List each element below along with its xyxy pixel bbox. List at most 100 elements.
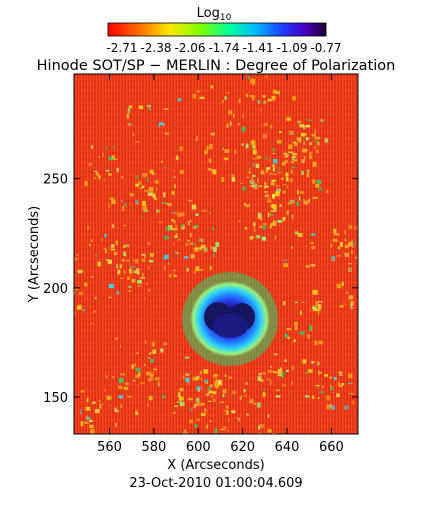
speckle bbox=[128, 285, 132, 288]
speckle bbox=[275, 91, 280, 95]
speckle bbox=[165, 202, 169, 204]
speckle bbox=[259, 218, 264, 221]
speckle bbox=[199, 238, 204, 242]
speckle bbox=[280, 177, 284, 180]
speckle bbox=[224, 374, 227, 377]
speckle bbox=[81, 269, 84, 273]
speckle bbox=[318, 340, 323, 345]
speckle bbox=[186, 267, 188, 270]
speckle bbox=[278, 131, 282, 134]
speckle bbox=[307, 169, 310, 173]
speckle bbox=[77, 304, 83, 307]
speckle bbox=[135, 363, 137, 366]
speckle bbox=[86, 416, 91, 420]
speckle bbox=[186, 239, 191, 242]
speckle bbox=[344, 405, 349, 410]
speckle bbox=[272, 371, 278, 374]
speckle bbox=[90, 145, 94, 149]
speckle bbox=[324, 374, 328, 377]
speckle bbox=[241, 395, 243, 398]
speckle bbox=[141, 215, 143, 218]
speckle bbox=[111, 224, 115, 228]
speckle bbox=[103, 247, 105, 250]
speckle bbox=[348, 382, 353, 384]
speckle bbox=[196, 418, 200, 421]
speckle bbox=[311, 134, 316, 136]
speckle bbox=[344, 252, 350, 257]
speckle bbox=[118, 386, 123, 389]
speckle bbox=[122, 206, 125, 212]
speckle bbox=[135, 175, 139, 179]
speckle bbox=[315, 301, 319, 306]
speckle bbox=[137, 385, 139, 387]
speckle bbox=[178, 396, 184, 401]
speckle bbox=[213, 374, 218, 378]
speckle bbox=[372, 243, 377, 246]
speckle bbox=[142, 172, 148, 178]
speckle bbox=[199, 370, 202, 375]
speckle bbox=[312, 290, 318, 295]
speckle bbox=[282, 217, 286, 221]
speckle bbox=[274, 235, 277, 240]
speckle bbox=[246, 94, 249, 97]
speckle bbox=[221, 177, 225, 182]
speckle bbox=[283, 152, 288, 155]
speckle bbox=[363, 256, 366, 258]
speckle bbox=[199, 269, 204, 271]
speckle bbox=[204, 150, 208, 155]
speckle bbox=[105, 170, 110, 172]
speckle bbox=[220, 429, 225, 431]
speckle bbox=[146, 371, 151, 376]
speckle bbox=[301, 133, 306, 137]
speckle bbox=[122, 224, 127, 226]
speckle bbox=[271, 222, 277, 226]
speckle bbox=[219, 401, 224, 403]
speckle bbox=[337, 371, 342, 374]
speckle bbox=[270, 124, 273, 129]
speckle bbox=[308, 198, 311, 203]
speckle bbox=[132, 363, 136, 369]
speckle bbox=[85, 406, 91, 411]
speckle bbox=[190, 232, 192, 238]
speckle bbox=[276, 395, 281, 398]
speckle bbox=[98, 156, 100, 158]
speckle bbox=[126, 260, 130, 262]
speckle bbox=[295, 301, 298, 304]
speckle bbox=[291, 246, 293, 249]
speckle bbox=[136, 268, 140, 271]
speckle bbox=[203, 247, 208, 252]
speckle bbox=[212, 247, 217, 252]
speckle bbox=[149, 169, 154, 174]
speckle bbox=[116, 290, 120, 295]
speckle bbox=[91, 322, 93, 325]
speckle bbox=[212, 227, 214, 231]
speckle bbox=[141, 272, 144, 277]
speckle bbox=[257, 432, 262, 434]
speckle bbox=[294, 321, 298, 325]
speckle bbox=[332, 239, 335, 241]
speckle bbox=[261, 236, 266, 241]
speckle bbox=[249, 180, 255, 185]
speckle bbox=[138, 181, 142, 185]
speckle bbox=[270, 183, 276, 186]
speckle bbox=[156, 209, 160, 213]
speckle bbox=[264, 182, 267, 187]
speckle bbox=[215, 378, 218, 383]
speckle bbox=[253, 222, 256, 227]
speckle bbox=[129, 193, 134, 197]
colorbar-tick-label: -0.77 bbox=[310, 41, 341, 55]
speckle bbox=[270, 223, 273, 225]
speckle bbox=[206, 423, 208, 427]
speckle bbox=[254, 188, 259, 190]
speckle bbox=[163, 108, 169, 110]
speckle bbox=[146, 104, 151, 108]
speckle bbox=[62, 270, 65, 273]
speckle bbox=[174, 224, 178, 230]
speckle bbox=[115, 240, 119, 245]
speckle bbox=[207, 386, 211, 391]
speckle bbox=[188, 200, 193, 202]
speckle bbox=[284, 154, 289, 158]
sunspot bbox=[182, 272, 278, 366]
speckle bbox=[128, 105, 132, 109]
colorbar-tick-label: -1.41 bbox=[242, 41, 273, 55]
